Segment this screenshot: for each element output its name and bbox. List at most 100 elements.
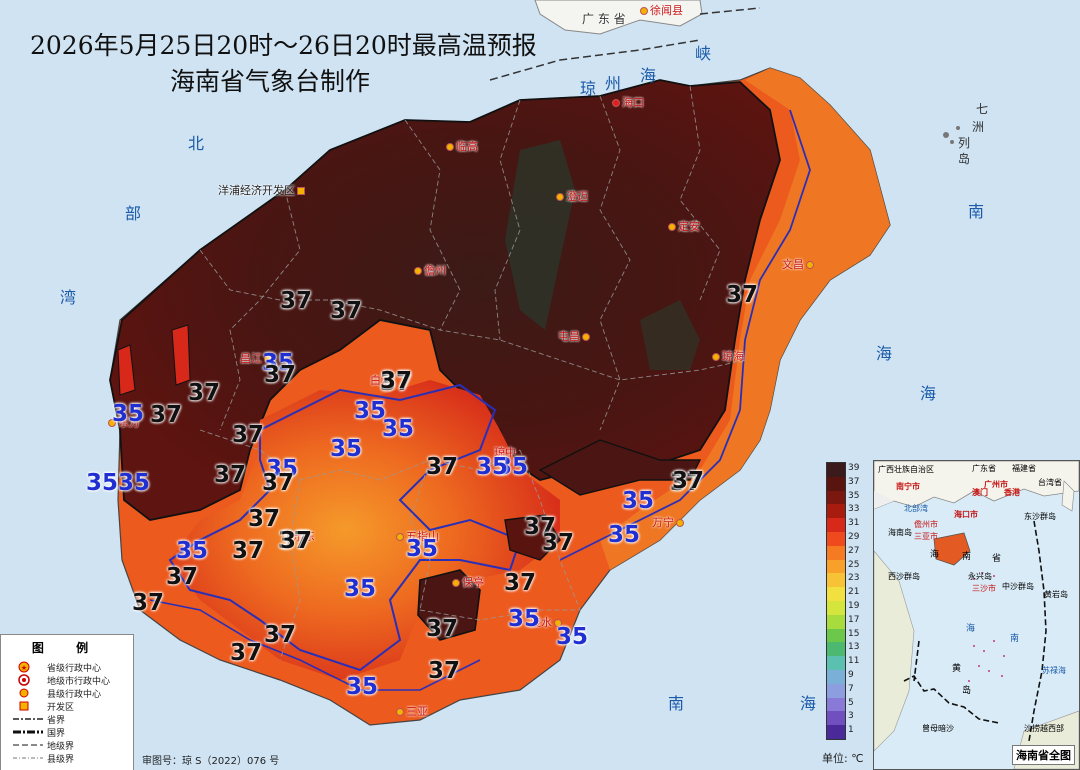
colorbar-tick: 29 [848,531,860,542]
colorbar-segment [827,642,845,657]
isotherm-label-37: 37 [330,298,363,324]
city-label: 文昌 [782,256,816,272]
isotherm-label-35: 35 [262,350,295,376]
city-label: 海口 [612,94,644,110]
isotherm-label-37: 37 [524,514,557,540]
sea-label: 海 [920,384,937,403]
island-label: 列 [958,136,971,150]
sea-label: 海 [876,344,893,363]
colorbar-tick: 27 [848,545,860,556]
colorbar-tick: 17 [848,614,860,625]
isotherm-label-37: 37 [132,590,165,616]
colorbar-segment [827,711,845,726]
isotherm-label-35: 35 [622,488,655,514]
colorbar-segment [827,559,845,574]
city-label: 澄迈 [556,188,588,204]
isotherm-label-35: 35 [176,538,209,564]
isotherm-label-37: 37 [214,462,247,488]
isotherm-label-37: 37 [672,468,705,494]
city-label: 儋州 [414,262,446,278]
temperature-colorbar [826,462,846,740]
map-legend: 图 例 ★ 省级行政中心 地级市行政中心 县级行政中心 开发区 省界 国界 地级界… [0,634,134,770]
colorbar-segment [827,532,845,547]
colorbar-segment [827,628,845,643]
inset-title: 海南省全图 [1012,745,1075,765]
colorbar-segment [827,614,845,630]
isotherm-label-37: 37 [726,282,759,308]
colorbar-tick: 31 [848,518,860,529]
colorbar-segment [827,476,845,492]
isotherm-label-37: 37 [380,368,413,394]
sea-label: 峡 [695,44,712,63]
colorbar-tick: 15 [848,628,860,639]
city-label: 定安 [668,218,700,234]
colorbar-tick: 21 [848,587,860,598]
isotherm-label-35: 35 [382,416,415,442]
city-label: 洋浦经济开发区 [218,182,307,198]
isotherm-label-37: 37 [278,528,311,554]
legend-item: 县级行政中心 [13,687,101,702]
isotherm-label-37: 37 [232,538,265,564]
isotherm-label-37: 37 [426,454,459,480]
city-label: 保亭 [452,574,484,590]
colorbar-segment [827,656,845,671]
isotherm-label-35: 35 [344,576,377,602]
legend-item: 地级界 [13,742,75,752]
city-label: 琼中 [494,446,516,459]
isotherm-label-37: 37 [426,616,459,642]
isotherm-label-37: 37 [264,622,297,648]
isotherm-label-37: 37 [166,564,199,590]
isotherm-label-35: 35 [266,456,299,482]
colorbar-tick: 23 [848,573,860,584]
isotherm-label-35: 35 [354,398,387,424]
colorbar-tick: 39 [848,462,860,473]
colorbar-segment [827,697,845,712]
island-label: 岛 [958,152,971,166]
colorbar-segment [827,725,845,740]
isotherm-label-35: 35 [86,470,119,496]
isotherm-label-37: 37 [248,506,281,532]
legend-item: 地级市行政中心 [13,674,110,689]
colorbar-tick: 37 [848,476,860,487]
isotherm-label-37: 37 [280,528,313,554]
colorbar-segment [827,518,845,533]
sea-label: 海 [800,694,817,713]
isotherm-label-37: 37 [428,658,461,684]
colorbar-tick: 5 [848,697,854,708]
colorbar-tick: 3 [848,711,854,722]
legend-item: 县级界 [13,755,75,765]
warm-zone [170,380,560,680]
isotherm-label-35: 35 [508,606,541,632]
isotherm-label-35: 35 [496,454,529,480]
colorbar-segment [827,683,845,699]
svg-text:★: ★ [21,664,27,672]
colorbar-tick: 11 [848,656,860,667]
island-label: 七 [976,102,989,116]
isotherm-label-35: 35 [556,624,589,650]
sea-label: 南 [668,694,685,713]
city-label: 万宁 [652,514,686,530]
isotherm-label-35: 35 [608,522,641,548]
sea-label: 州 [605,74,622,93]
province-label: 广 东 省 [582,12,626,26]
colorbar-tick: 7 [848,683,854,694]
isotherm-label-35: 35 [330,436,363,462]
page-title: 2026年5月25日20时～26日20时最高温预报 [30,31,537,60]
city-label: 五指山 [396,528,439,544]
colorbar-tick: 9 [848,669,854,680]
city-label: 白沙 [370,374,392,387]
inset-map: 广西壮族自治区 广东省 福建省 台湾省 南宁市 广州市 澳门 香港 北部湾 海口… [873,460,1080,770]
guangdong-land [534,0,703,35]
legend-item: 开发区 [13,700,74,715]
colorbar-segment [827,504,845,519]
isotherm-label-37: 37 [542,530,575,556]
city-label: 昌江 [240,350,274,366]
isotherm-label-37: 37 [380,370,413,396]
colorbar-tick: 1 [848,725,854,736]
colorbar-segment [827,601,845,616]
sea-label: 北 [188,134,205,153]
isotherm-label-37: 37 [150,402,183,428]
colorbar-segment [827,463,845,478]
